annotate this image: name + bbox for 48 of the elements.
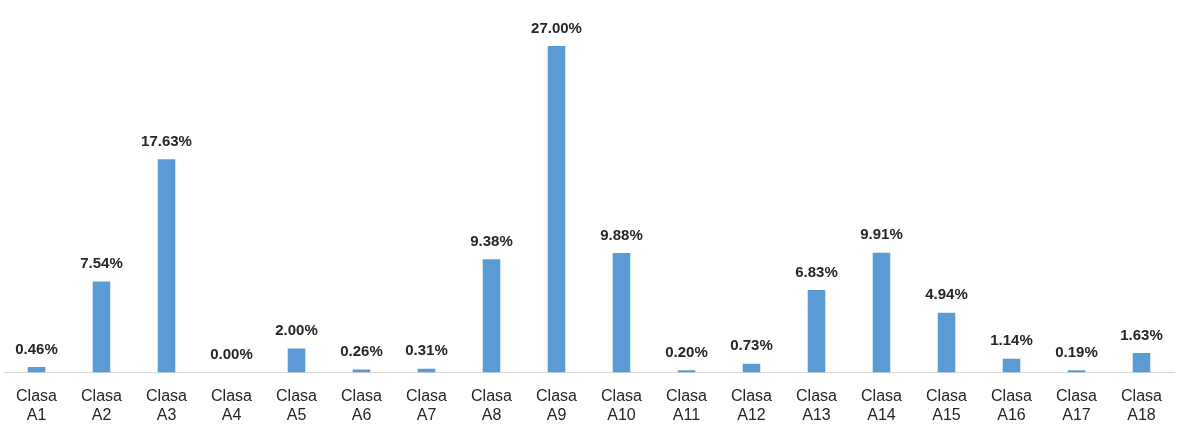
data-label: 0.26%	[340, 342, 383, 360]
bar	[92, 281, 111, 373]
x-tick-label: Clasa A3	[146, 386, 188, 423]
bar	[807, 289, 826, 373]
x-tick-label: Clasa A2	[81, 386, 123, 423]
x-tick-label: Clasa A17	[1056, 386, 1098, 423]
data-label: 0.20%	[665, 342, 708, 360]
bar	[872, 252, 891, 373]
data-label: 2.00%	[275, 321, 318, 339]
bar	[1002, 358, 1021, 373]
x-tick-label: Clasa A14	[861, 386, 903, 423]
x-tick-label: Clasa A9	[536, 386, 578, 423]
data-label: 9.88%	[600, 225, 643, 243]
x-tick-label: Clasa A16	[991, 386, 1033, 423]
x-tick-label: Clasa A1	[16, 386, 58, 423]
x-tick-label: Clasa A15	[926, 386, 968, 423]
x-tick-label: Clasa A4	[211, 386, 253, 423]
data-label: 0.46%	[15, 339, 58, 357]
bar	[157, 159, 176, 373]
data-label: 0.73%	[730, 336, 773, 354]
x-tick-label: Clasa A5	[276, 386, 318, 423]
data-label: 6.83%	[795, 262, 838, 280]
x-tick-label: Clasa A13	[796, 386, 838, 423]
x-tick-label: Clasa A6	[341, 386, 383, 423]
x-tick-label: Clasa A18	[1121, 386, 1163, 423]
x-tick-label: Clasa A11	[666, 386, 708, 423]
x-tick-label: Clasa A8	[471, 386, 513, 423]
data-label: 1.14%	[990, 331, 1033, 349]
bar	[482, 259, 501, 373]
bar	[937, 312, 956, 373]
data-label: 27.00%	[531, 18, 582, 36]
data-label: 9.38%	[470, 231, 513, 249]
data-label: 0.31%	[405, 341, 448, 359]
data-label: 0.00%	[210, 345, 253, 363]
data-label: 0.19%	[1055, 342, 1098, 360]
data-label: 9.91%	[860, 225, 903, 243]
data-label: 4.94%	[925, 285, 968, 303]
bar	[547, 46, 566, 373]
x-tick-label: Clasa A7	[406, 386, 448, 423]
data-label: 7.54%	[80, 254, 123, 272]
data-label: 17.63%	[141, 131, 192, 149]
x-tick-label: Clasa A10	[601, 386, 643, 423]
bar	[612, 253, 631, 373]
bar	[287, 348, 306, 373]
data-label: 1.63%	[1120, 325, 1163, 343]
bar	[352, 369, 371, 373]
bar	[1132, 352, 1151, 373]
x-tick-label: Clasa A12	[731, 386, 773, 423]
